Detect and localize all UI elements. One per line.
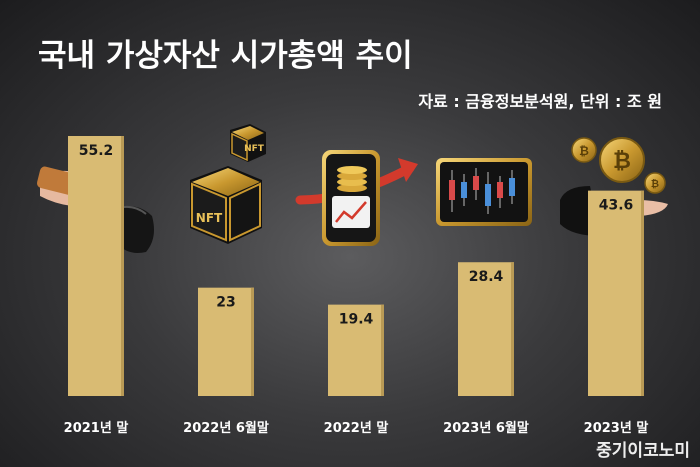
labels-layer: 55.2 2021년 말 23 2022년 6월말 19.4 2022년 말 28.4 202…	[64, 143, 649, 436]
nft-cube-icon: NFT NFT	[190, 124, 266, 244]
source-note: 자료 : 금융정보분석원, 단위 : 조 원	[418, 92, 662, 111]
watermark: 중기이코노미	[596, 441, 690, 461]
page-title: 국내 가상자산 시가총액 추이	[38, 38, 413, 74]
bar-3	[328, 304, 384, 396]
bar-value-label: 19.4	[339, 312, 374, 328]
bar-edge-1	[121, 136, 124, 396]
bar-edge-5	[641, 190, 644, 396]
bars-layer	[68, 136, 644, 396]
bar-4	[458, 262, 514, 396]
smartphone-hand-icon	[36, 166, 154, 253]
candlestick-chart-icon	[436, 158, 532, 226]
bar-edge-2	[251, 287, 254, 396]
category-label: 2021년 말	[64, 421, 129, 436]
bar-1	[68, 136, 124, 396]
phone-coins-chart-icon	[295, 150, 418, 246]
category-label: 2022년 말	[324, 421, 389, 436]
category-label: 2023년 6월말	[443, 420, 529, 436]
bar-value-label: 28.4	[469, 269, 504, 285]
bar-value-label: 23	[216, 295, 235, 311]
bar-edge-3	[381, 304, 384, 396]
bar-value-label: 43.6	[599, 198, 634, 214]
svg-text:₿: ₿	[651, 178, 659, 190]
category-label: 2023년 말	[584, 421, 649, 436]
bar-5	[588, 190, 644, 396]
category-label: 2022년 6월말	[183, 420, 269, 436]
svg-text:NFT: NFT	[244, 144, 265, 154]
svg-text:NFT: NFT	[196, 211, 223, 225]
bar-value-label: 55.2	[79, 143, 114, 159]
bar-2	[198, 287, 254, 396]
svg-text:₿: ₿	[579, 144, 589, 158]
bar-edge-4	[511, 262, 514, 396]
svg-text:₿: ₿	[613, 149, 631, 174]
